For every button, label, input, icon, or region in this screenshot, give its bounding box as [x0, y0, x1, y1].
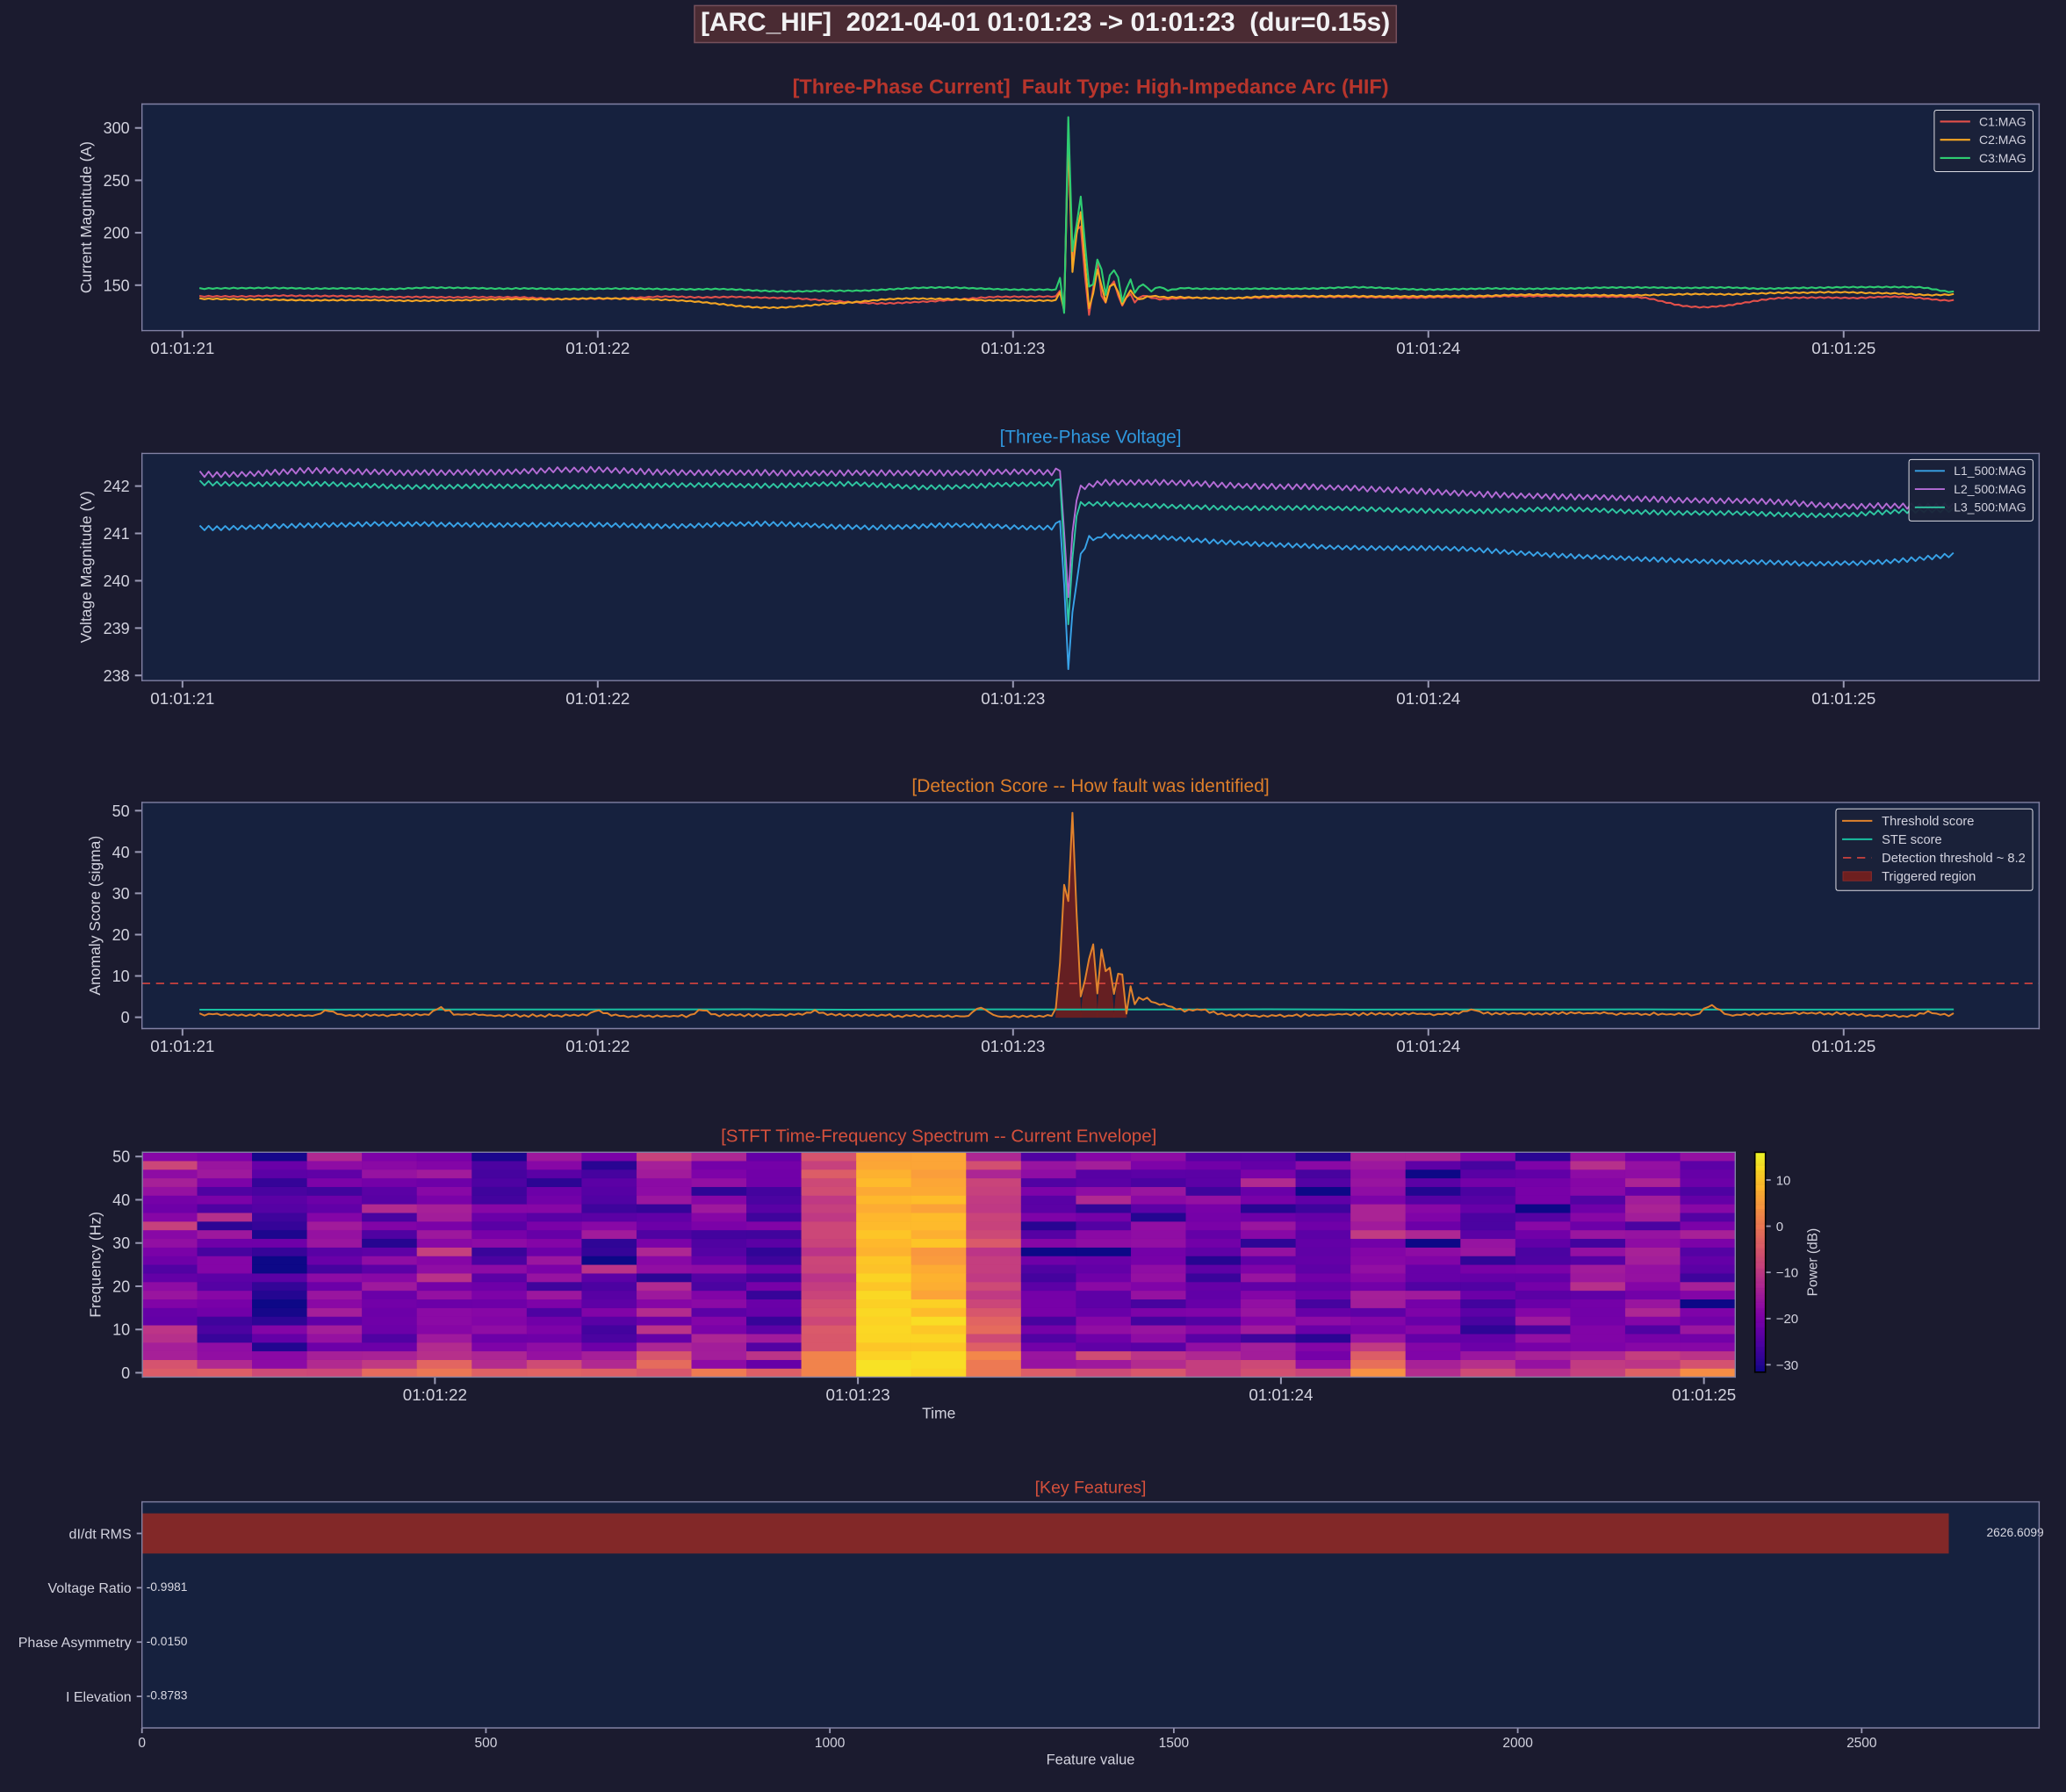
svg-text:C1:MAG: C1:MAG — [1979, 114, 2026, 128]
svg-text:−20: −20 — [1776, 1312, 1798, 1327]
svg-text:10: 10 — [1776, 1173, 1791, 1188]
svg-text:1000: 1000 — [815, 1736, 846, 1751]
svg-text:30: 30 — [112, 1234, 130, 1252]
svg-text:300: 300 — [104, 119, 130, 137]
svg-text:01:01:22: 01:01:22 — [565, 689, 630, 708]
svg-text:10: 10 — [112, 968, 130, 985]
svg-text:L1_500:MAG: L1_500:MAG — [1954, 464, 2026, 478]
svg-text:dI/dt RMS: dI/dt RMS — [69, 1527, 132, 1542]
svg-text:0: 0 — [1776, 1220, 1783, 1234]
svg-text:01:01:21: 01:01:21 — [150, 339, 214, 357]
svg-text:500: 500 — [474, 1736, 497, 1751]
svg-text:40: 40 — [112, 1191, 130, 1209]
svg-text:-0.0150: -0.0150 — [147, 1635, 188, 1648]
svg-text:250: 250 — [104, 172, 130, 190]
svg-text:01:01:24: 01:01:24 — [1396, 339, 1460, 357]
svg-text:Current Magnitude (A): Current Magnitude (A) — [77, 141, 95, 293]
svg-text:Detection threshold ~ 8.2: Detection threshold ~ 8.2 — [1882, 852, 2026, 866]
svg-text:01:01:24: 01:01:24 — [1396, 689, 1460, 708]
svg-text:01:01:22: 01:01:22 — [565, 339, 630, 357]
svg-text:01:01:25: 01:01:25 — [1811, 339, 1875, 357]
svg-text:Anomaly Score (sigma): Anomaly Score (sigma) — [86, 836, 104, 996]
svg-text:L2_500:MAG: L2_500:MAG — [1954, 482, 2026, 496]
svg-text:−10: −10 — [1776, 1266, 1798, 1281]
svg-text:20: 20 — [112, 926, 130, 944]
svg-text:Feature value: Feature value — [1047, 1752, 1135, 1767]
svg-text:Voltage Magnitude (V): Voltage Magnitude (V) — [77, 491, 95, 643]
svg-text:50: 50 — [112, 1148, 130, 1166]
svg-text:10: 10 — [112, 1321, 130, 1339]
svg-text:[Detection Score -- How fault: [Detection Score -- How fault was identi… — [911, 776, 1269, 796]
svg-text:01:01:24: 01:01:24 — [1249, 1385, 1313, 1404]
svg-text:241: 241 — [104, 525, 130, 543]
svg-text:50: 50 — [112, 802, 130, 820]
svg-text:−30: −30 — [1776, 1358, 1798, 1373]
svg-text:01:01:25: 01:01:25 — [1672, 1385, 1736, 1404]
svg-text:Frequency (Hz): Frequency (Hz) — [87, 1212, 104, 1318]
svg-text:I Elevation: I Elevation — [66, 1690, 132, 1705]
svg-text:01:01:22: 01:01:22 — [565, 1037, 630, 1055]
svg-text:200: 200 — [104, 225, 130, 242]
svg-text:2000: 2000 — [1502, 1736, 1533, 1751]
svg-text:1500: 1500 — [1159, 1736, 1190, 1751]
svg-text:01:01:22: 01:01:22 — [403, 1385, 467, 1404]
svg-text:2500: 2500 — [1846, 1736, 1877, 1751]
svg-text:40: 40 — [112, 844, 130, 861]
svg-text:01:01:25: 01:01:25 — [1811, 689, 1875, 708]
svg-text:0: 0 — [121, 1009, 130, 1026]
svg-text:01:01:23: 01:01:23 — [981, 1037, 1045, 1055]
svg-text:[ARC_HIF] 2021-04-01 01:01:23: [ARC_HIF] 2021-04-01 01:01:23 -> 01:01:2… — [701, 8, 1390, 37]
svg-text:242: 242 — [104, 478, 130, 495]
svg-text:Triggered region: Triggered region — [1882, 870, 1976, 884]
svg-text:[Key Features]: [Key Features] — [1035, 1479, 1147, 1498]
svg-text:L3_500:MAG: L3_500:MAG — [1954, 500, 2026, 515]
svg-text:01:01:23: 01:01:23 — [826, 1385, 890, 1404]
svg-text:238: 238 — [104, 667, 130, 685]
svg-text:Power (dB): Power (dB) — [1805, 1228, 1820, 1297]
svg-text:20: 20 — [112, 1277, 130, 1295]
svg-text:Time: Time — [922, 1405, 955, 1422]
svg-text:150: 150 — [104, 277, 130, 294]
svg-text:-0.8783: -0.8783 — [147, 1689, 188, 1702]
svg-text:C2:MAG: C2:MAG — [1979, 133, 2026, 147]
svg-text:01:01:21: 01:01:21 — [150, 689, 214, 708]
svg-text:[STFT Time-Frequency Spectrum: [STFT Time-Frequency Spectrum -- Current… — [721, 1126, 1156, 1146]
svg-text:30: 30 — [112, 885, 130, 903]
svg-text:01:01:25: 01:01:25 — [1811, 1037, 1875, 1055]
svg-text:01:01:23: 01:01:23 — [981, 689, 1045, 708]
svg-text:01:01:24: 01:01:24 — [1396, 1037, 1460, 1055]
svg-text:Phase Asymmetry: Phase Asymmetry — [18, 1636, 132, 1651]
svg-text:C3:MAG: C3:MAG — [1979, 151, 2026, 165]
svg-text:239: 239 — [104, 620, 130, 637]
svg-text:240: 240 — [104, 572, 130, 590]
svg-text:01:01:21: 01:01:21 — [150, 1037, 214, 1055]
svg-text:01:01:23: 01:01:23 — [981, 339, 1045, 357]
svg-text:[Three-Phase Voltage]: [Three-Phase Voltage] — [1000, 427, 1182, 447]
svg-text:STE score: STE score — [1882, 833, 1942, 847]
svg-text:[Three-Phase Current] Fault T: [Three-Phase Current] Fault Type: High-I… — [793, 76, 1389, 98]
svg-text:Threshold score: Threshold score — [1882, 815, 1974, 829]
svg-text:-0.9981: -0.9981 — [147, 1580, 188, 1594]
svg-text:0: 0 — [138, 1736, 146, 1751]
svg-text:2626.6099: 2626.6099 — [1987, 1526, 2045, 1539]
svg-text:Voltage Ratio: Voltage Ratio — [48, 1581, 132, 1596]
svg-text:0: 0 — [121, 1364, 130, 1382]
